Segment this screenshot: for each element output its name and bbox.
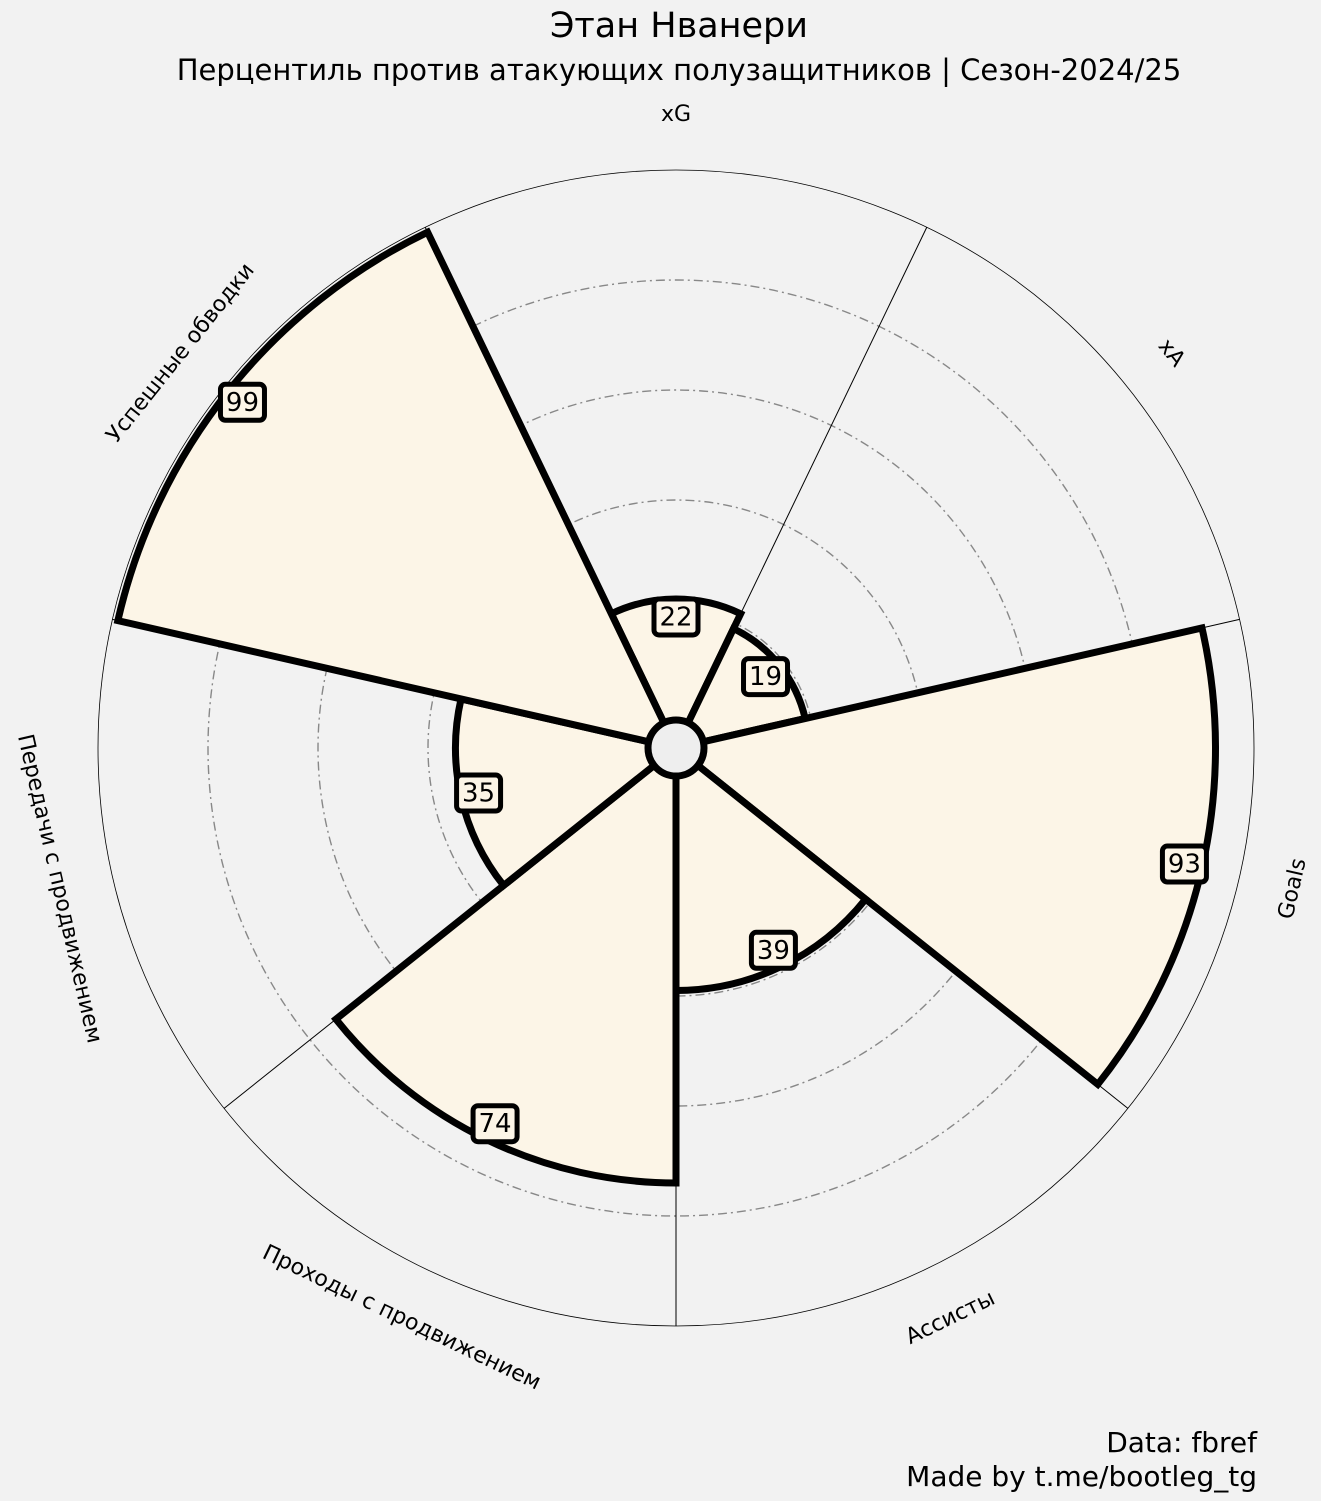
value-label-text: 74 [479, 1109, 512, 1139]
value-label-box [217, 381, 267, 423]
value-label-box [470, 1103, 520, 1145]
value-label-box [651, 596, 701, 638]
value-label-text: 22 [659, 603, 692, 633]
value-label-xg: 22 [651, 596, 701, 638]
center-circle [644, 716, 708, 780]
value-label-goals: 93 [1159, 843, 1209, 885]
value-label-text: 19 [749, 662, 782, 692]
value-label-box [1159, 843, 1209, 885]
value-label-box [748, 929, 798, 971]
chart-subtitle: Перцентиль против атакующих полузащитник… [177, 53, 1182, 87]
value-labels: 22 19 93 39 74 35 99 [217, 381, 1209, 1145]
value-label-text: 93 [1168, 850, 1201, 880]
value-label-проходы-с-продвижением: 74 [470, 1103, 520, 1145]
value-label-успешные-обводки: 99 [217, 381, 267, 423]
value-label-ассисты: 39 [748, 929, 798, 971]
category-label-передачи-с-продвижением: Передачи с продвижением [12, 732, 107, 1046]
value-label-text: 99 [226, 388, 259, 418]
category-label-goals: Goals [1274, 856, 1312, 922]
value-label-передачи-с-продвижением: 35 [454, 772, 504, 814]
value-label-text: 35 [462, 779, 495, 809]
category-label-ассисты: Ассисты [902, 1286, 999, 1350]
chart-title: Этан Нванери [550, 6, 808, 46]
value-label-box [741, 656, 791, 698]
made-by-credit: Made by t.me/bootleg_tg [906, 1460, 1257, 1493]
value-label-text: 39 [757, 936, 790, 966]
data-source: Data: fbref [1106, 1426, 1258, 1459]
value-label-box [454, 772, 504, 814]
category-label-xa: xA [1153, 334, 1190, 372]
category-label-xg: xG [661, 102, 691, 127]
category-label-проходы-с-продвижением: Проходы с продвижением [258, 1240, 544, 1395]
value-label-xa: 19 [741, 656, 791, 698]
bar-layer [113, 227, 1219, 1187]
